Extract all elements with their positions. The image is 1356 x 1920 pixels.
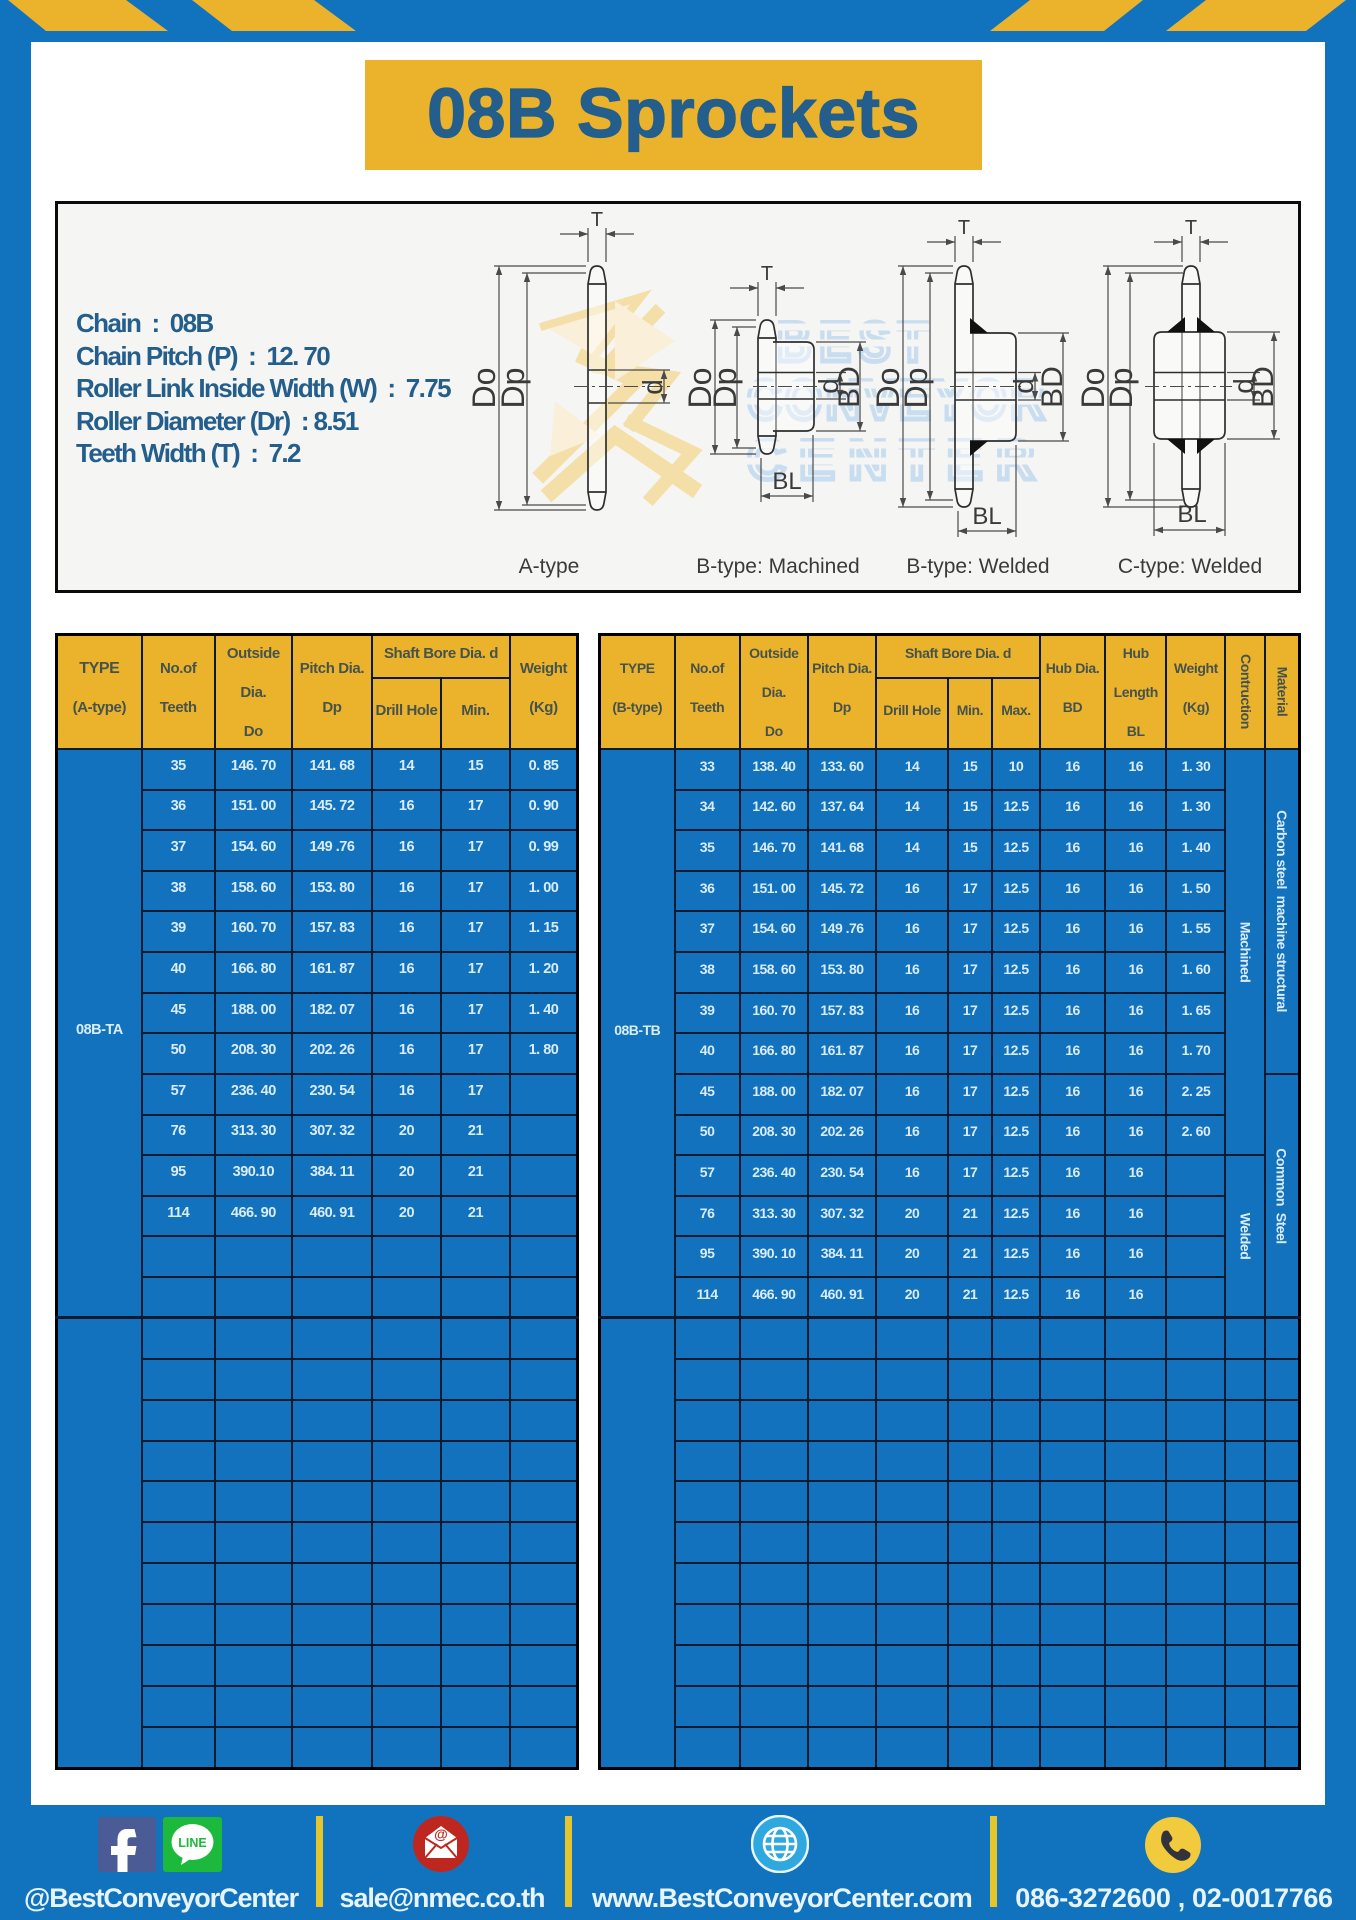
svg-text:BL: BL xyxy=(1177,501,1206,528)
svg-text:BL: BL xyxy=(772,468,801,495)
svg-text:Dp: Dp xyxy=(495,368,531,409)
svg-text:T: T xyxy=(761,263,773,285)
svg-text:T: T xyxy=(1185,217,1197,239)
svg-text:Do: Do xyxy=(1075,368,1111,409)
svg-text:BD: BD xyxy=(833,366,866,408)
svg-text:BD: BD xyxy=(1247,366,1280,408)
svg-text:d: d xyxy=(637,379,668,395)
svg-text:BD: BD xyxy=(1036,366,1069,408)
svg-text:d: d xyxy=(1228,378,1259,394)
svg-text:Dp: Dp xyxy=(1103,368,1139,409)
svg-text:LINE: LINE xyxy=(178,1836,206,1850)
svg-text:B-type: Machined: B-type: Machined xyxy=(696,555,859,578)
svg-text:B-type: Welded: B-type: Welded xyxy=(906,555,1049,578)
svg-text:A-type: A-type xyxy=(519,555,580,578)
svg-text:Dp: Dp xyxy=(707,368,743,409)
svg-text:Do: Do xyxy=(870,368,906,409)
svg-text:Do: Do xyxy=(466,368,502,409)
svg-text:T: T xyxy=(591,209,603,231)
svg-text:Dp: Dp xyxy=(898,368,934,409)
svg-text:Do: Do xyxy=(682,368,718,409)
svg-text:d: d xyxy=(1008,378,1039,394)
svg-text:C-type: Welded: C-type: Welded xyxy=(1118,555,1262,578)
svg-text:T: T xyxy=(958,217,970,239)
svg-text:d: d xyxy=(813,378,844,394)
svg-text:@: @ xyxy=(434,1826,448,1842)
svg-text:BL: BL xyxy=(972,503,1001,530)
